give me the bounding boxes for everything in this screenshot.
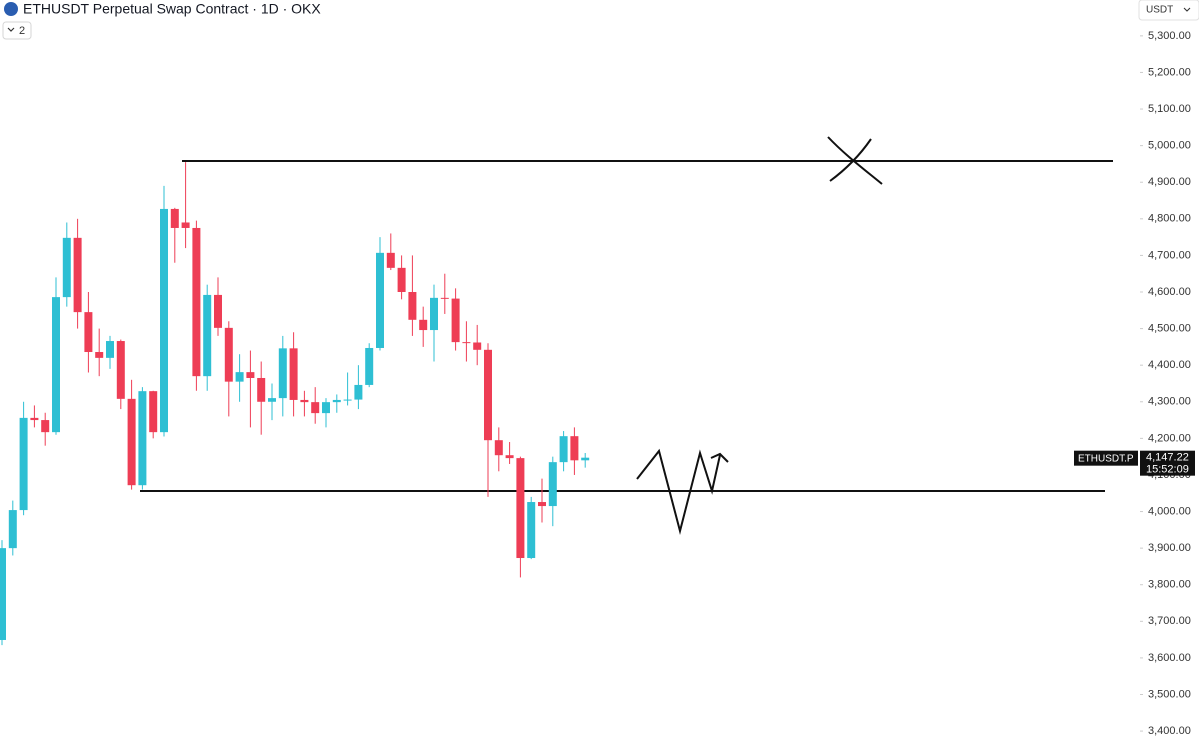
candle-body	[181, 222, 190, 228]
candle-body	[343, 399, 352, 401]
indicator-toggle[interactable]	[2, 21, 32, 40]
candle-body	[73, 237, 82, 313]
candle-body	[8, 510, 17, 549]
candle-body	[430, 297, 438, 331]
price-countdown: 15:52:09	[1146, 464, 1189, 476]
y-tick-label: 4,300.00	[1148, 396, 1191, 408]
price-tag-value: 4,147.22	[1146, 452, 1189, 464]
y-tick-label: 5,300.00	[1148, 30, 1191, 42]
candle-body	[408, 291, 417, 320]
candle-body	[527, 502, 536, 559]
candle-body	[95, 352, 104, 358]
candle-body	[192, 227, 201, 377]
y-tick-label: 5,200.00	[1148, 66, 1191, 78]
y-tick-label: 4,900.00	[1148, 176, 1191, 188]
y-tick-label: 4,700.00	[1148, 249, 1191, 261]
candle-body	[289, 348, 298, 400]
candle-body	[268, 398, 276, 402]
candle-body	[473, 342, 482, 350]
symbol-tag-label: ETHUSDT.P	[1078, 453, 1134, 464]
candle-body	[451, 298, 460, 343]
y-tick-label: 5,100.00	[1148, 103, 1191, 115]
candle-body	[440, 297, 449, 299]
zigzag-annotation	[636, 448, 729, 535]
candle-body	[581, 457, 590, 461]
candle-body	[494, 440, 503, 456]
candle-body	[138, 391, 147, 486]
candle-body	[397, 267, 406, 292]
candle-body	[52, 297, 60, 433]
y-tick-label: 4,800.00	[1148, 213, 1191, 225]
candle-body	[116, 341, 125, 399]
y-tick-label: 3,400.00	[1148, 725, 1191, 737]
candle-body	[149, 391, 158, 433]
candle-body	[559, 436, 568, 463]
candle-body	[376, 252, 384, 348]
candle-body	[332, 399, 341, 403]
candle-body	[365, 347, 374, 385]
price-tag	[1140, 450, 1195, 476]
y-tick-label: 4,600.00	[1148, 286, 1191, 298]
candle-body	[41, 420, 50, 433]
candle-body	[127, 398, 136, 486]
y-tick-label: 3,800.00	[1148, 579, 1191, 591]
currency-chevron	[1183, 7, 1191, 12]
candle-body	[505, 455, 514, 459]
candle-body	[484, 349, 492, 441]
x-annotation	[827, 136, 883, 185]
candle-body	[516, 458, 525, 559]
y-tick-label: 4,500.00	[1148, 322, 1191, 334]
y-tick-label: 4,400.00	[1148, 359, 1191, 371]
candle-body	[257, 377, 266, 402]
candle-body	[62, 237, 71, 298]
candle-body	[419, 319, 428, 331]
symbol-icon	[4, 2, 18, 16]
candle-body	[548, 462, 557, 507]
candle-body	[300, 399, 309, 403]
candle-body	[224, 327, 233, 382]
candle-body	[322, 402, 330, 414]
chevron-icon	[7, 27, 15, 32]
candle-body	[84, 312, 93, 353]
currency-label: USDT	[1146, 5, 1173, 16]
candle-body	[386, 252, 395, 268]
candle-body	[462, 342, 471, 344]
candle-body	[278, 348, 287, 399]
candle-body	[203, 294, 212, 377]
candle-body	[235, 372, 244, 382]
currency-button[interactable]	[1138, 0, 1199, 21]
candle-body	[160, 208, 168, 433]
candle-body	[354, 384, 363, 400]
y-tick-label: 4,200.00	[1148, 432, 1191, 444]
y-tick-label: 3,900.00	[1148, 542, 1191, 554]
candle-body	[246, 372, 255, 378]
candle-body	[538, 502, 546, 507]
candle-body	[0, 548, 6, 640]
symbol-tag	[1074, 450, 1138, 466]
candle-body	[106, 341, 114, 358]
indicator-count: 2	[19, 25, 25, 37]
y-tick-label: 3,700.00	[1148, 615, 1191, 627]
candle-body	[170, 208, 179, 228]
y-tick-label: 3,600.00	[1148, 652, 1191, 664]
candle-body	[214, 294, 222, 328]
candle-body	[570, 436, 579, 461]
candle-body	[19, 417, 28, 511]
candle-body	[30, 417, 39, 421]
y-tick-label: 3,500.00	[1148, 688, 1191, 700]
y-tick-label: 5,000.00	[1148, 140, 1191, 152]
chart-title: ETHUSDT Perpetual Swap Contract · 1D · O…	[23, 1, 321, 17]
plot-area	[0, 160, 1113, 646]
candle-body	[311, 402, 320, 414]
y-tick-label: 4,000.00	[1148, 505, 1191, 517]
